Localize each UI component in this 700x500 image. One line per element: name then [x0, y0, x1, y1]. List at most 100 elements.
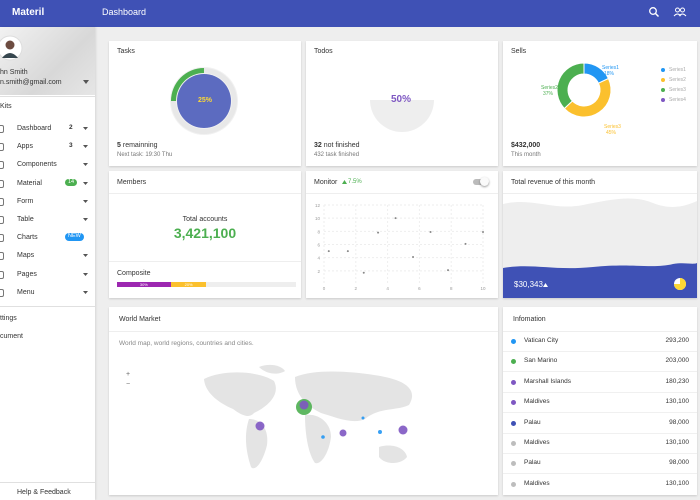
- chevron-shape: [83, 254, 88, 258]
- y-tick-label: 4: [317, 256, 320, 261]
- people-icon[interactable]: [673, 6, 687, 18]
- row-value: 98,000: [669, 459, 689, 467]
- card-title: Sells: [511, 48, 527, 55]
- row-divider: [503, 432, 697, 434]
- legend-label: Series1: [669, 67, 686, 73]
- tasks-donut: [170, 67, 238, 135]
- accounts-value: 3,421,100: [173, 225, 237, 241]
- help-link[interactable]: Help & Feedback: [17, 489, 71, 496]
- divider: [0, 96, 95, 97]
- menu-item[interactable]: Charts: [17, 234, 38, 242]
- menu-item[interactable]: Menu: [17, 288, 35, 296]
- segment-name: Series3: [604, 124, 621, 130]
- x-tick-label: 6: [418, 286, 421, 291]
- menu-item[interactable]: Form: [17, 197, 34, 205]
- map-bubble: [398, 425, 408, 435]
- map-bubble: [378, 430, 382, 434]
- menu-item[interactable]: Apps: [17, 143, 33, 151]
- search-icon[interactable]: [648, 6, 660, 18]
- row-value: 180,230: [665, 377, 690, 385]
- menu-item[interactable]: Components: [17, 161, 57, 169]
- map-bubble: [321, 435, 325, 439]
- divider: [0, 482, 95, 483]
- card-title: Tasks: [117, 48, 135, 55]
- change-arrow: [342, 180, 347, 184]
- row-dot: [511, 441, 516, 446]
- chevron: [83, 145, 88, 149]
- toggle-knob[interactable]: [480, 177, 489, 186]
- menu-item[interactable]: Table: [17, 216, 34, 223]
- sells-donut: [556, 62, 612, 118]
- card-title: Todos: [314, 48, 333, 55]
- zoom-in[interactable]: +: [126, 371, 131, 378]
- chevron-shape: [83, 199, 88, 203]
- not-finished-count: 32: [314, 142, 322, 149]
- section-label: Kits: [0, 103, 12, 110]
- divider: [109, 193, 301, 194]
- pie-icon-slice: [674, 278, 686, 290]
- menu-icon: [0, 161, 4, 170]
- zoom-out[interactable]: −: [126, 381, 131, 388]
- continent: [204, 372, 276, 416]
- menu-item[interactable]: Pages: [17, 270, 37, 278]
- map-bubble: [299, 400, 309, 410]
- chevron: [83, 218, 88, 221]
- tasks-card: Tasks 25% 5 remainning Next task: 19:30 Thu: [109, 41, 301, 166]
- segment-name: Series2: [541, 85, 558, 91]
- not-finished-text: not finished: [323, 142, 360, 149]
- scatter-point: [482, 230, 484, 233]
- gauge-fill: [370, 100, 434, 132]
- wave-front: [503, 263, 697, 298]
- avatar: [0, 35, 23, 61]
- remaining-count: 5: [117, 142, 121, 149]
- scatter-point: [362, 271, 365, 274]
- x-tick-label: 2: [355, 286, 358, 291]
- menu-badge: 2: [69, 124, 73, 131]
- legend-dot: [661, 88, 665, 92]
- divider: [503, 331, 697, 332]
- card-title: Monitor: [314, 179, 338, 186]
- scatter-plot: 2 4 6 8 10 12 0 2 4 6 8 10: [315, 203, 486, 291]
- progress-arc: [171, 68, 204, 101]
- row-divider: [503, 371, 697, 373]
- info-card: Infomation Vatican City 293,200 San Marino 2…: [503, 307, 697, 495]
- menu-item[interactable]: Material: [17, 179, 42, 187]
- y-tick-label: 8: [317, 229, 320, 234]
- menu-icon: [0, 288, 4, 297]
- continent: [245, 419, 268, 469]
- row-dot: [511, 400, 516, 406]
- todos-gauge: [370, 100, 434, 132]
- change-value: 7.5%: [348, 179, 362, 185]
- row-name: San Marino: [524, 357, 558, 365]
- menu-icon: [0, 234, 4, 243]
- row-value: 98,000: [669, 418, 689, 426]
- profile-chevron[interactable]: [83, 80, 89, 84]
- segment-name: Series1: [602, 65, 619, 71]
- menu-item[interactable]: ttings: [0, 315, 17, 322]
- legend-dot: [661, 68, 665, 72]
- menu-icon: [0, 125, 4, 133]
- y-tick-label: 2: [317, 269, 320, 274]
- row-divider: [503, 351, 697, 352]
- row-name: Maldives: [524, 398, 550, 406]
- row-value: 203,000: [665, 357, 690, 365]
- continent: [305, 414, 331, 464]
- row-value: 293,200: [665, 337, 690, 344]
- menu-item[interactable]: cument: [0, 333, 23, 340]
- chevron-shape: [83, 218, 88, 221]
- card-title: Infomation: [513, 316, 546, 323]
- menu-item[interactable]: Maps: [17, 252, 35, 260]
- menu-item[interactable]: Dashboard: [17, 125, 52, 132]
- menu-icon: [0, 179, 4, 188]
- chevron: [83, 163, 88, 167]
- sidebar: [0, 27, 95, 500]
- row-dot: [511, 461, 516, 467]
- map-bubble: [339, 429, 347, 437]
- legend-dot: [661, 98, 665, 102]
- sells-period: This month: [511, 152, 541, 158]
- row-name: Palau: [524, 418, 541, 426]
- continent: [295, 371, 413, 422]
- gauge-label: 50%: [391, 94, 412, 105]
- row-name: Maldives: [524, 479, 550, 487]
- chevron-shape: [83, 290, 88, 294]
